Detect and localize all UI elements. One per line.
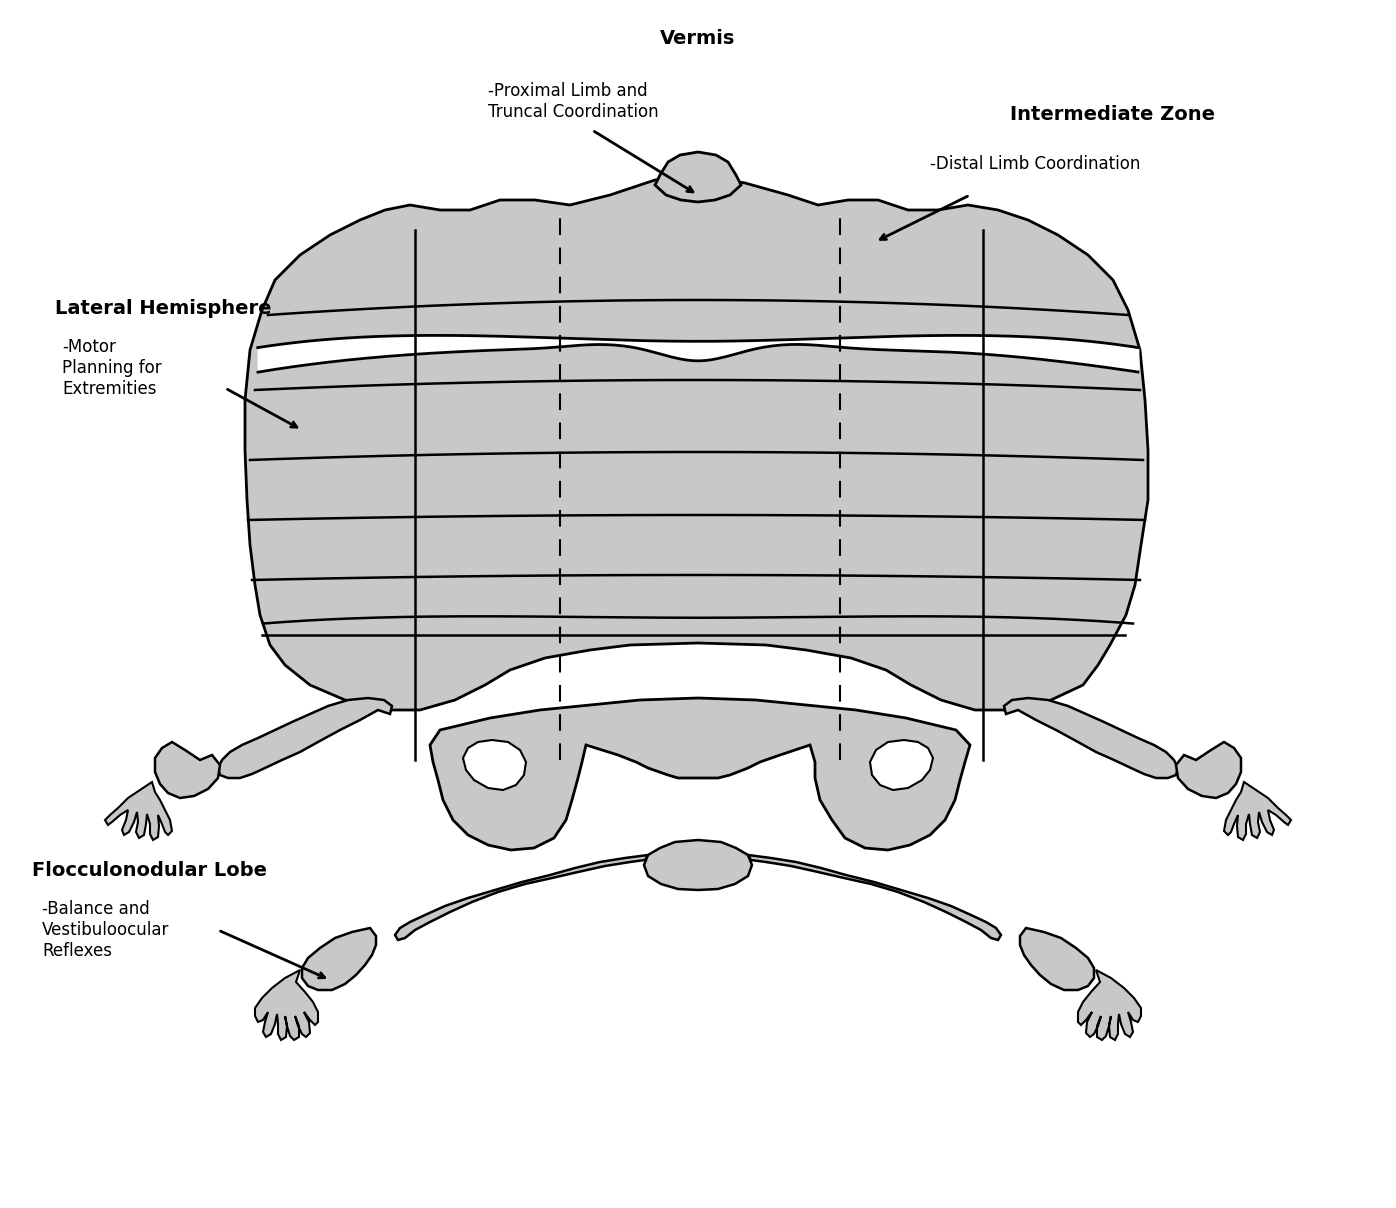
Polygon shape (748, 855, 1001, 940)
Text: -Balance and
Vestibuloocular
Reflexes: -Balance and Vestibuloocular Reflexes (42, 900, 169, 959)
Polygon shape (1224, 782, 1291, 840)
Polygon shape (246, 175, 1148, 710)
Text: Intermediate Zone: Intermediate Zone (1009, 105, 1215, 124)
Polygon shape (155, 742, 221, 798)
Polygon shape (302, 928, 376, 991)
Polygon shape (644, 840, 752, 890)
Polygon shape (1020, 928, 1094, 991)
Text: -Distal Limb Coordination: -Distal Limb Coordination (930, 155, 1141, 173)
Polygon shape (395, 855, 648, 940)
Polygon shape (1175, 742, 1241, 798)
Text: Flocculonodular Lobe: Flocculonodular Lobe (32, 860, 267, 879)
Polygon shape (870, 741, 933, 790)
Text: Lateral Hemisphere: Lateral Hemisphere (54, 298, 271, 318)
Polygon shape (255, 970, 318, 1040)
Text: -Motor
Planning for
Extremities: -Motor Planning for Extremities (61, 338, 162, 397)
Polygon shape (218, 698, 392, 778)
Text: -Proximal Limb and
Truncal Coordination: -Proximal Limb and Truncal Coordination (489, 82, 659, 121)
Polygon shape (105, 782, 172, 840)
Polygon shape (1004, 698, 1178, 778)
Polygon shape (655, 152, 741, 202)
Text: Vermis: Vermis (660, 29, 736, 47)
Polygon shape (463, 741, 526, 790)
Polygon shape (430, 698, 970, 850)
Polygon shape (1078, 970, 1141, 1040)
